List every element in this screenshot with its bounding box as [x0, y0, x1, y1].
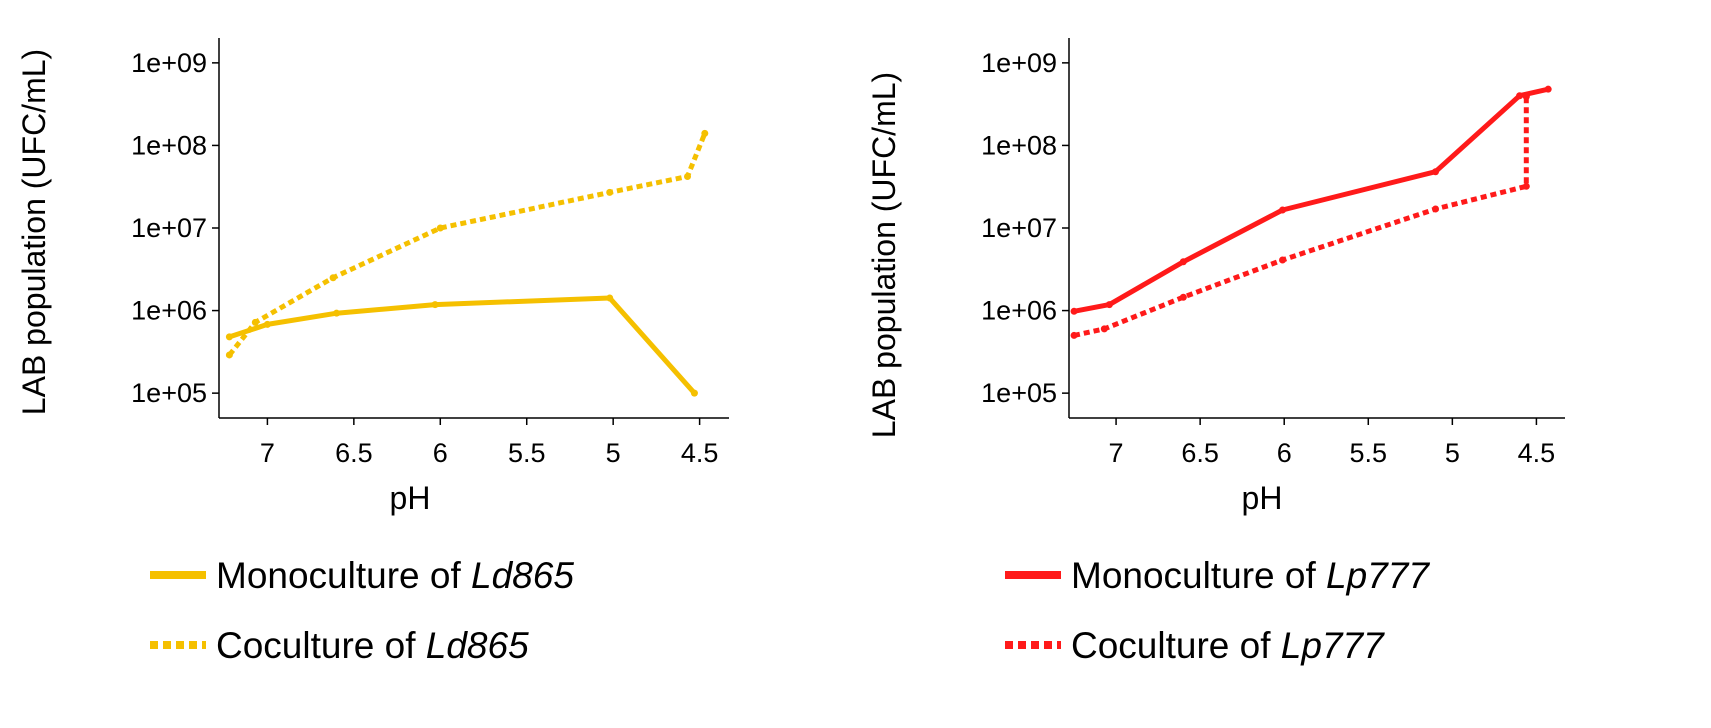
legend-prefix: Monoculture of: [1071, 555, 1326, 596]
y-tick-label: 1e+09: [981, 48, 1057, 78]
y-axis-title: LAB population (UFC/mL): [16, 49, 52, 415]
x-tick-label: 4.5: [681, 438, 719, 468]
x-tick-label: 4.5: [1518, 438, 1556, 468]
legend-prefix: Monoculture of: [216, 555, 471, 596]
x-tick-label: 5: [1445, 438, 1460, 468]
data-point: [1432, 205, 1440, 213]
data-point: [690, 389, 698, 397]
x-tick-label: 7: [260, 438, 275, 468]
legend-strain: Ld865: [471, 555, 574, 596]
y-tick-label: 1e+06: [131, 296, 207, 326]
data-point: [606, 188, 614, 196]
data-point: [684, 173, 692, 181]
legend-label: Monoculture of Lp777: [1071, 555, 1430, 596]
data-point: [701, 129, 709, 137]
data-point: [1279, 206, 1287, 214]
data-point: [1522, 182, 1530, 190]
legend-strain: Lp777: [1281, 625, 1385, 666]
series-line-coculture: [1073, 96, 1529, 338]
chart-panel-2: 1e+05 1e+06 1e+07 1e+08 1e+09 7 6.5 6 5.5 5 4.5 pH L…: [866, 38, 1565, 666]
legend-label: Monoculture of Ld865: [216, 555, 574, 596]
y-tick-label: 1e+05: [981, 378, 1057, 408]
data-point: [1179, 293, 1187, 301]
data-point: [1516, 92, 1524, 100]
y-tick-label: 1e+08: [981, 130, 1057, 160]
y-tick-label: 1e+05: [131, 378, 207, 408]
data-point: [1522, 93, 1530, 101]
x-tick-label: 7: [1109, 438, 1124, 468]
data-point: [436, 224, 444, 232]
x-tick-label: 6.5: [1181, 438, 1219, 468]
x-tick-label: 6: [433, 438, 448, 468]
data-point: [1432, 168, 1440, 176]
legend-prefix: Coculture of: [1071, 625, 1281, 666]
data-point: [1070, 331, 1078, 339]
series-line-monoculture: [228, 295, 697, 395]
data-point: [1544, 85, 1552, 93]
legend-strain: Ld865: [426, 625, 529, 666]
x-tick-label: 6: [1277, 438, 1292, 468]
data-point: [1105, 301, 1113, 309]
y-axis-title: LAB population (UFC/mL): [866, 72, 902, 438]
x-axis-title: pH: [1242, 480, 1283, 516]
data-point: [1100, 325, 1108, 333]
data-point: [1279, 256, 1287, 264]
data-point: [1070, 307, 1078, 315]
legend-strain: Lp777: [1326, 555, 1430, 596]
x-tick-label: 6.5: [335, 438, 373, 468]
y-tick-label: 1e+09: [131, 48, 207, 78]
legend-label: Coculture of Ld865: [216, 625, 529, 666]
x-tick-label: 5.5: [508, 438, 546, 468]
data-point: [263, 320, 271, 328]
data-point: [225, 351, 233, 359]
x-tick-label: 5.5: [1350, 438, 1388, 468]
data-point: [1179, 258, 1187, 266]
y-tick-label: 1e+06: [981, 296, 1057, 326]
chart-panel-1: 1e+05 1e+06 1e+07 1e+08 1e+09 7 6.5 6 5.5 5 4.5 pH L…: [16, 38, 729, 666]
data-point: [225, 333, 233, 341]
data-point: [333, 309, 341, 317]
y-tick-label: 1e+08: [131, 130, 207, 160]
x-tick-label: 5: [606, 438, 621, 468]
y-tick-label: 1e+07: [131, 213, 207, 243]
legend-label: Coculture of Lp777: [1071, 625, 1385, 666]
data-point: [431, 301, 439, 309]
data-point: [251, 318, 259, 326]
legend-prefix: Coculture of: [216, 625, 426, 666]
data-point: [606, 294, 614, 302]
y-tick-label: 1e+07: [981, 213, 1057, 243]
data-point: [329, 274, 337, 282]
x-axis-title: pH: [390, 480, 431, 516]
